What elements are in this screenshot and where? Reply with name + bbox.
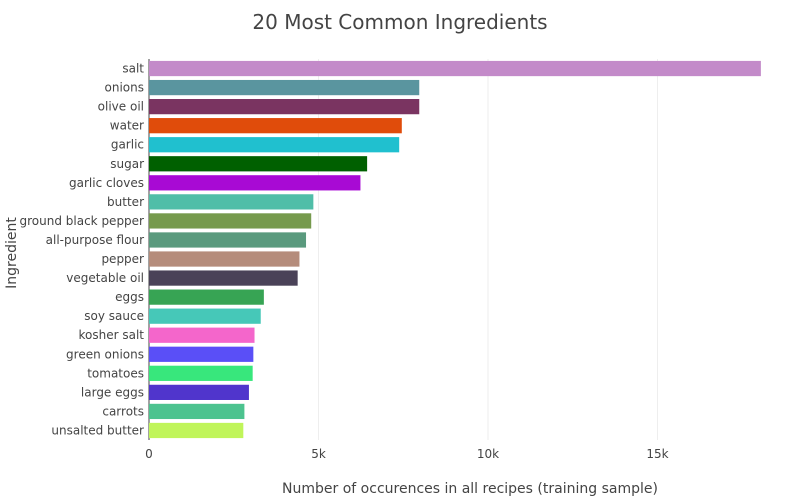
bar[interactable]: [149, 118, 402, 134]
x-tick-label: 10k: [477, 447, 499, 461]
bar[interactable]: [149, 422, 244, 439]
y-tick-label: soy sauce: [84, 309, 144, 323]
y-tick-label: onions: [105, 81, 144, 95]
y-tick-label: butter: [107, 195, 144, 209]
bar[interactable]: [149, 99, 420, 115]
bar[interactable]: [149, 270, 298, 286]
y-tick-label: garlic: [111, 138, 144, 152]
bar[interactable]: [149, 384, 249, 400]
x-tick-label: 0: [145, 447, 153, 461]
y-tick-label: water: [110, 119, 144, 133]
y-tick-label: large eggs: [81, 385, 144, 399]
bar[interactable]: [149, 137, 400, 153]
x-tick-labels: 0 5k 10k 15k: [145, 447, 668, 461]
bar[interactable]: [149, 403, 245, 420]
bar[interactable]: [149, 365, 253, 381]
x-axis-label: Number of occurences in all recipes (tra…: [282, 481, 658, 497]
y-tick-label: sugar: [110, 157, 144, 171]
bars: [149, 60, 761, 439]
bar[interactable]: [149, 213, 312, 229]
bar[interactable]: [149, 289, 264, 305]
bar[interactable]: [149, 251, 300, 267]
x-tick-label: 15k: [646, 447, 668, 461]
y-tick-label: pepper: [101, 252, 144, 266]
y-tick-label: eggs: [115, 290, 144, 304]
bar[interactable]: [149, 346, 254, 362]
y-axis-label: Ingredient: [4, 217, 20, 289]
y-tick-label: salt: [122, 62, 144, 76]
chart-title: 20 Most Common Ingredients: [252, 10, 547, 34]
y-tick-label: ground black pepper: [20, 214, 145, 228]
x-tick-label: 5k: [311, 447, 326, 461]
y-tick-label: unsalted butter: [51, 423, 144, 437]
bar[interactable]: [149, 79, 420, 96]
bar[interactable]: [149, 60, 761, 77]
y-tick-label: carrots: [102, 404, 144, 418]
y-tick-label: all-purpose flour: [46, 233, 144, 247]
gridlines: [148, 59, 659, 440]
y-tick-label: green onions: [66, 347, 144, 361]
bar[interactable]: [149, 194, 314, 210]
bar[interactable]: [149, 232, 307, 248]
bar[interactable]: [149, 327, 255, 343]
y-tick-label: garlic cloves: [69, 176, 144, 190]
bar[interactable]: [149, 156, 368, 172]
bar[interactable]: [149, 175, 361, 191]
y-tick-label: vegetable oil: [66, 271, 144, 285]
y-tick-labels: salt onions olive oil water garlic sugar garli…: [20, 62, 145, 438]
bar[interactable]: [149, 308, 261, 324]
y-tick-label: tomatoes: [87, 366, 144, 380]
y-tick-label: olive oil: [98, 100, 144, 114]
y-tick-label: kosher salt: [79, 328, 145, 342]
